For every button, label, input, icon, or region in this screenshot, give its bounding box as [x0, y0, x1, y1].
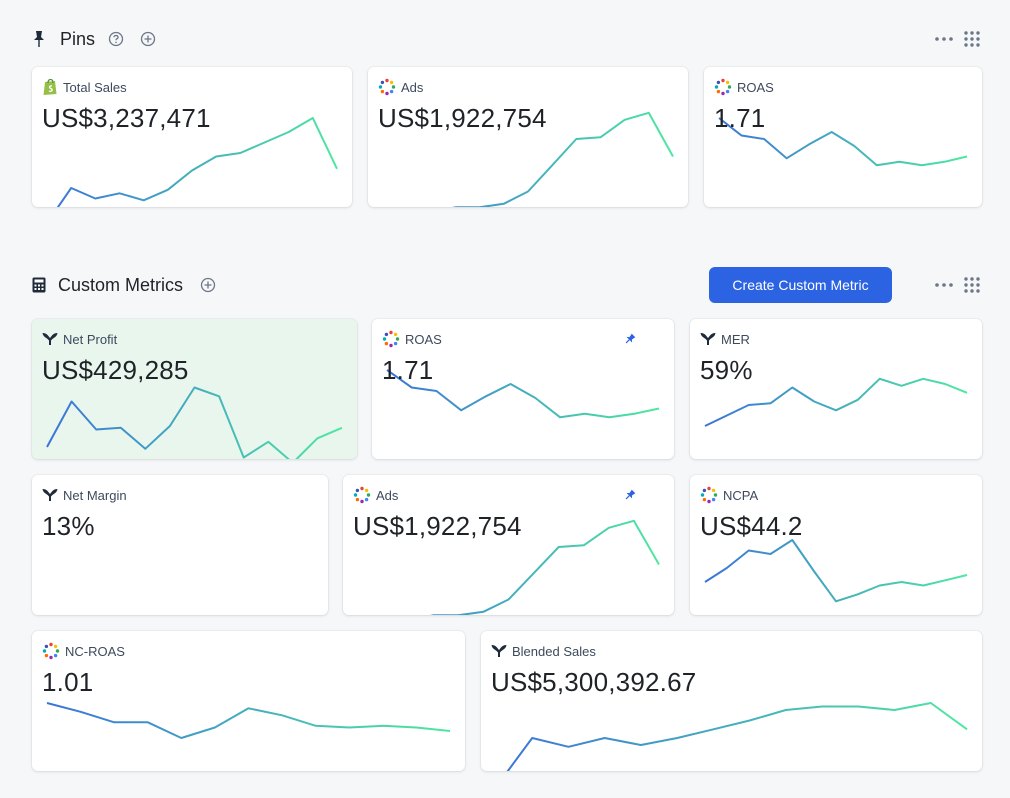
card-label: MER: [721, 331, 750, 347]
card-header: NCPA: [700, 486, 758, 504]
add-custom-metric-icon[interactable]: [199, 276, 217, 294]
metric-card-cm-ads[interactable]: Ads US$1,922,754: [343, 475, 674, 615]
card-header: Ads: [378, 78, 423, 96]
shopify-icon: [42, 78, 58, 96]
calculator-icon: [32, 277, 46, 293]
sparkline-chart: [46, 386, 343, 459]
card-label: NC-ROAS: [65, 643, 125, 659]
triple-whale-icon: [700, 332, 716, 346]
metric-card-cm-ncpa[interactable]: NCPA US$44.2: [690, 475, 982, 615]
metric-card-cm-roas[interactable]: ROAS 1.71: [372, 319, 674, 459]
card-label: Net Margin: [63, 487, 127, 503]
metric-card-cm-net-profit[interactable]: Net Profit US$429,285: [32, 319, 357, 459]
sparkline-chart: [704, 539, 968, 603]
card-label: Total Sales: [63, 79, 127, 95]
sparkline-series: [56, 117, 338, 207]
sparkline-chart: [386, 369, 660, 419]
card-value: 1.71: [382, 355, 434, 385]
sparkline-series: [718, 117, 968, 167]
metric-card-cm-mer[interactable]: MER 59%: [690, 319, 982, 459]
metric-card-cm-net-margin[interactable]: Net Margin 13%: [32, 475, 328, 615]
sparkline-chart: [452, 111, 674, 207]
sparkline-series: [506, 702, 968, 771]
card-header: Blended Sales: [491, 642, 596, 660]
card-value: 59%: [700, 355, 753, 385]
custom-metrics-section-header: Custom Metrics: [0, 265, 1010, 305]
card-value: 13%: [42, 511, 95, 541]
card-header: ROAS: [382, 330, 442, 348]
colorful-dots-icon: [353, 486, 371, 504]
card-value: US$44.2: [700, 511, 803, 541]
card-label: NCPA: [723, 487, 759, 503]
more-options-icon[interactable]: [934, 29, 954, 49]
metric-card-cm-blended-sales[interactable]: Blended Sales US$5,300,392.67: [481, 631, 982, 771]
metric-card-pins-ads[interactable]: Ads US$1,922,754: [368, 67, 688, 207]
drag-grid-icon[interactable]: [962, 275, 982, 295]
section-title: Custom Metrics: [58, 274, 184, 295]
pushpin-icon: [32, 30, 46, 48]
drag-grid-icon[interactable]: [962, 29, 982, 49]
card-header: ROAS: [714, 78, 774, 96]
sparkline-chart: [506, 702, 968, 771]
card-header: Ads: [353, 486, 398, 504]
pinned-icon[interactable]: [624, 332, 636, 350]
pins-section-header: Pins: [0, 19, 1010, 59]
sparkline-series: [46, 702, 451, 739]
colorful-dots-icon: [700, 486, 718, 504]
card-label: Ads: [401, 79, 424, 95]
triple-whale-icon: [42, 332, 58, 346]
card-label: Ads: [376, 487, 399, 503]
card-value: US$429,285: [42, 355, 189, 385]
create-custom-metric-button[interactable]: Create Custom Metric: [709, 267, 892, 303]
metric-card-cm-nc-roas[interactable]: NC-ROAS 1.01: [32, 631, 465, 771]
add-pin-icon[interactable]: [139, 30, 157, 48]
card-value: US$5,300,392.67: [491, 667, 697, 697]
card-value: US$1,922,754: [353, 511, 522, 541]
card-header: Total Sales: [42, 78, 127, 96]
sparkline-series: [46, 386, 343, 459]
sparkline-series: [386, 369, 660, 419]
card-label: ROAS: [737, 79, 774, 95]
colorful-dots-icon: [42, 642, 60, 660]
sparkline-series: [704, 539, 968, 603]
card-value: US$1,922,754: [378, 103, 547, 133]
card-header: Net Margin: [42, 486, 127, 504]
card-label: Net Profit: [63, 331, 118, 347]
card-value: 1.01: [42, 667, 94, 697]
metric-card-pins-total-sales[interactable]: Total Sales US$3,237,471: [32, 67, 352, 207]
section-title: Pins: [60, 28, 96, 49]
card-label: ROAS: [405, 331, 442, 347]
sparkline-chart: [718, 117, 968, 167]
sparkline-series: [452, 111, 674, 207]
card-header: NC-ROAS: [42, 642, 125, 660]
sparkline-chart: [429, 519, 660, 615]
colorful-dots-icon: [382, 330, 400, 348]
colorful-dots-icon: [378, 78, 396, 96]
help-icon[interactable]: [107, 30, 125, 48]
triple-whale-icon: [42, 488, 58, 502]
metric-card-pins-roas[interactable]: ROAS 1.71: [704, 67, 982, 207]
colorful-dots-icon: [714, 78, 732, 96]
sparkline-series: [429, 519, 660, 615]
card-value: 1.71: [714, 103, 766, 133]
card-label: Blended Sales: [512, 643, 596, 659]
card-header: MER: [700, 330, 750, 348]
more-options-icon[interactable]: [934, 275, 954, 295]
sparkline-chart: [46, 702, 451, 739]
sparkline-chart: [704, 377, 968, 427]
sparkline-series: [704, 377, 968, 427]
card-value: US$3,237,471: [42, 103, 211, 133]
triple-whale-icon: [491, 644, 507, 658]
pinned-icon[interactable]: [624, 488, 636, 506]
card-header: Net Profit: [42, 330, 117, 348]
sparkline-chart: [56, 117, 338, 207]
